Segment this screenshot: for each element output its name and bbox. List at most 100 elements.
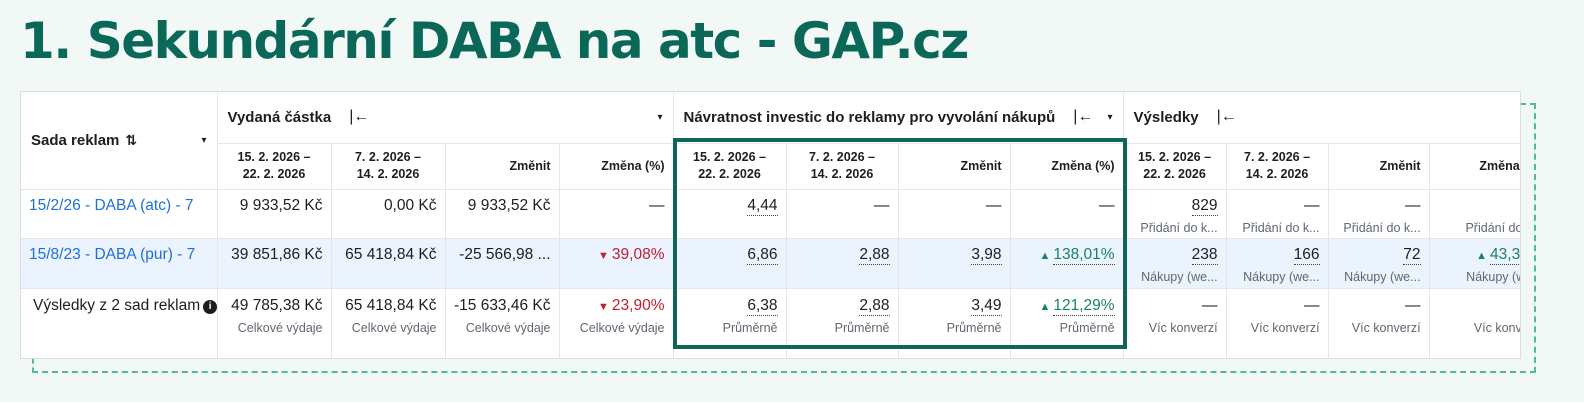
subcolumn-header[interactable]: Změna (%) bbox=[559, 143, 674, 190]
cell-caption: Přidání do k... bbox=[1343, 220, 1421, 235]
subcolumn-header[interactable]: 15. 2. 2026 – 22. 2. 2026 bbox=[673, 143, 787, 190]
subcolumn-label: Změnit bbox=[960, 158, 1002, 173]
results-cell: 829 Přidání do k... bbox=[1123, 189, 1227, 239]
results-cell: —Víc konverzí bbox=[1429, 288, 1521, 358]
table-row[interactable]: 15/2/26 - DABA (atc) - 7 9 933,52 Kč 0,00 … bbox=[21, 189, 1520, 239]
roas-value: 6,38 bbox=[747, 296, 778, 316]
cell-caption: Víc konverzí bbox=[1148, 320, 1218, 335]
subcolumn-header[interactable]: Změnit bbox=[898, 143, 1011, 190]
subcolumn-header[interactable]: Změnit bbox=[1328, 143, 1430, 190]
subcolumn-header[interactable]: Změna (%) bbox=[1429, 143, 1520, 190]
cell-caption: Přidání do k... bbox=[1140, 220, 1218, 235]
pin-column-icon[interactable]: |← bbox=[1216, 108, 1237, 126]
spend-cell: 39 851,86 Kč bbox=[217, 238, 332, 289]
column-group-roas[interactable]: Návratnost investic do reklamy pro vyvol… bbox=[673, 92, 1124, 144]
ad-set-name-cell[interactable]: 15/8/23 - DABA (pur) - 7 bbox=[21, 238, 218, 289]
roas-cell: 3,98 bbox=[898, 238, 1011, 289]
cell-caption: Nákupy (we... bbox=[1243, 269, 1320, 284]
results-value: 166 bbox=[1293, 245, 1320, 265]
results-value: — bbox=[1405, 196, 1421, 214]
ad-set-link[interactable]: 15/2/26 - DABA (atc) - 7 bbox=[29, 196, 194, 214]
column-header-sada[interactable]: Sada reklam ⇅ ▾ bbox=[21, 92, 218, 190]
sort-icon[interactable]: ⇅ bbox=[125, 131, 138, 148]
chevron-down-icon[interactable]: ▾ bbox=[657, 111, 663, 123]
roas-value: 3,49 bbox=[971, 296, 1002, 316]
subcolumn-header[interactable]: 7. 2. 2026 – 14. 2. 2026 bbox=[1226, 143, 1329, 190]
cell-caption: Nákupy (we... bbox=[1344, 269, 1421, 284]
cell-caption: Víc konverzí bbox=[1473, 320, 1521, 335]
cell-caption: Víc konverzí bbox=[1250, 320, 1320, 335]
subcolumn-label: 15. 2. 2026 – bbox=[237, 150, 311, 164]
arrow-down-icon: ▼ bbox=[598, 249, 609, 262]
spend-cell: 49 785,38 Kč Celkové výdaje bbox=[217, 288, 332, 358]
spend-cell: -25 566,98 ... bbox=[445, 238, 560, 289]
subcolumn-header[interactable]: 15. 2. 2026 – 22. 2. 2026 bbox=[1123, 143, 1227, 190]
roas-value: 121,29% bbox=[1053, 296, 1115, 316]
subcolumn-label: 7. 2. 2026 – bbox=[1244, 150, 1311, 164]
chevron-down-icon[interactable]: ▾ bbox=[1107, 111, 1113, 123]
roas-cell: — bbox=[898, 189, 1011, 239]
totals-row[interactable]: Výsledky z 2 sad reklam i 49 785,38 Kč Celk… bbox=[21, 288, 1521, 358]
totals-label: Výsledky z 2 sad reklam bbox=[33, 296, 201, 314]
spend-value: 23,90% bbox=[611, 296, 665, 314]
cell-caption: Celkové výdaje bbox=[351, 320, 437, 335]
spend-cell: 9 933,52 Kč bbox=[445, 189, 560, 239]
spend-cell: — bbox=[559, 189, 674, 239]
results-cell: — Přidání do k... bbox=[1226, 189, 1329, 239]
subcolumn-header[interactable]: Změnit bbox=[445, 143, 560, 190]
roas-cell: 3,49 Průměrně bbox=[898, 288, 1011, 358]
subcolumn-label: Změna (%) bbox=[601, 158, 665, 173]
table-row[interactable]: 15/8/23 - DABA (pur) - 7 39 851,86 Kč 65 4… bbox=[21, 238, 1520, 289]
column-group-label: Vydaná částka bbox=[227, 108, 332, 126]
results-value: 238 bbox=[1191, 245, 1218, 265]
cell-caption: Průměrně bbox=[1059, 320, 1115, 335]
spend-cell: ▼ 23,90% Celkové výdaje bbox=[559, 288, 674, 358]
spend-value: 65 418,84 Kč bbox=[345, 296, 437, 314]
subcolumn-header[interactable]: 7. 2. 2026 – 14. 2. 2026 bbox=[331, 143, 446, 190]
roas-cell: ▲ 138,01% bbox=[1010, 238, 1124, 289]
spend-value: 65 418,84 Kč bbox=[345, 245, 437, 263]
roas-value: 2,88 bbox=[859, 245, 890, 265]
subcolumn-header[interactable]: Změna (%) bbox=[1010, 143, 1124, 190]
results-cell: 72 Nákupy (we... bbox=[1328, 238, 1430, 289]
spend-value: 39 851,86 Kč bbox=[231, 245, 323, 263]
subcolumn-label: 22. 2. 2026 bbox=[1143, 167, 1206, 181]
roas-cell: 2,88 bbox=[786, 238, 899, 289]
selection-outline-top bbox=[1520, 103, 1536, 105]
results-cell: 166 Nákupy (we... bbox=[1226, 238, 1329, 289]
roas-value: 6,86 bbox=[747, 245, 778, 265]
ad-set-name-cell[interactable]: 15/2/26 - DABA (atc) - 7 bbox=[21, 189, 218, 239]
results-value: — bbox=[1304, 296, 1320, 314]
cell-caption: Celkové výdaje bbox=[237, 320, 323, 335]
spend-cell: 0,00 Kč bbox=[331, 189, 446, 239]
ad-set-link[interactable]: 15/8/23 - DABA (pur) - 7 bbox=[29, 245, 196, 263]
page-title: 1. Sekundární DABA na atc - GAP.cz bbox=[20, 12, 969, 70]
roas-value: 2,88 bbox=[859, 296, 890, 316]
subcolumn-header[interactable]: 15. 2. 2026 – 22. 2. 2026 bbox=[217, 143, 332, 190]
report-table: Sada reklam ⇅ ▾ Vydaná částka |← ▾ Návra… bbox=[20, 91, 1521, 359]
roas-cell: ▲ 121,29% Průměrně bbox=[1010, 288, 1124, 358]
column-group-results[interactable]: Výsledky |← ▾ bbox=[1123, 92, 1520, 144]
roas-cell: 6,86 bbox=[673, 238, 787, 289]
spend-cell: -15 633,46 Kč Celkové výdaje bbox=[445, 288, 560, 358]
spend-value: 39,08% bbox=[611, 245, 665, 263]
roas-cell: — bbox=[786, 189, 899, 239]
chevron-down-icon[interactable]: ▾ bbox=[201, 134, 207, 146]
info-icon[interactable]: i bbox=[203, 299, 216, 314]
column-group-spend[interactable]: Vydaná částka |← ▾ bbox=[217, 92, 674, 144]
results-cell: — Přidání do k... bbox=[1328, 189, 1430, 239]
subcolumn-label: 15. 2. 2026 – bbox=[1138, 150, 1212, 164]
roas-cell: 6,38 Průměrně bbox=[673, 288, 787, 358]
arrow-down-icon: ▼ bbox=[598, 300, 609, 313]
results-value: 72 bbox=[1403, 245, 1421, 265]
spend-value: 9 933,52 Kč bbox=[239, 196, 323, 214]
results-value: — bbox=[1202, 296, 1218, 314]
pin-column-icon[interactable]: |← bbox=[1073, 108, 1094, 126]
subcolumn-label: 22. 2. 2026 bbox=[242, 167, 306, 181]
cell-caption: Přidání do k... bbox=[1465, 220, 1520, 235]
results-value: — bbox=[1405, 296, 1421, 314]
pin-column-icon[interactable]: |← bbox=[349, 108, 370, 126]
roas-value: — bbox=[986, 196, 1002, 214]
roas-value: 138,01% bbox=[1053, 245, 1115, 265]
subcolumn-header[interactable]: 7. 2. 2026 – 14. 2. 2026 bbox=[786, 143, 899, 190]
